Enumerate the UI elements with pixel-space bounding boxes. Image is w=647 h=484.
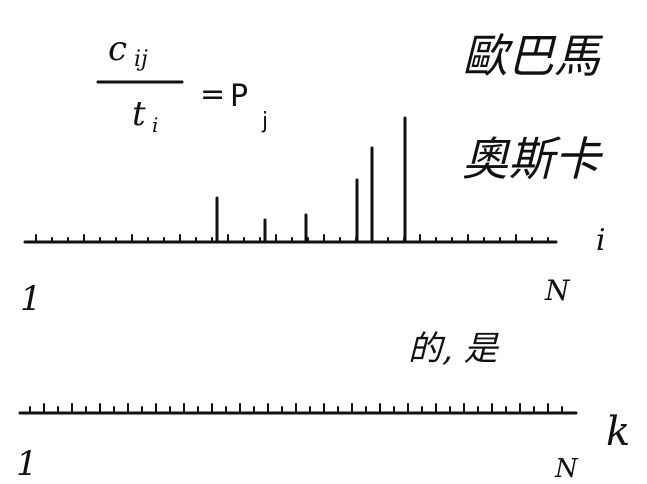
top-axis-label: i xyxy=(596,223,606,258)
bottom-axis-start: 1 xyxy=(16,444,38,484)
numerator: c xyxy=(108,29,127,69)
top-axis-end: N xyxy=(544,274,571,307)
denominator-sub: i xyxy=(152,113,158,137)
name-1: 歐巴馬 xyxy=(462,29,604,83)
rhs-sub: j xyxy=(261,109,268,134)
bottom-axis-label: k xyxy=(606,409,630,455)
equals: = xyxy=(200,77,225,112)
numerator-sub: ij xyxy=(134,47,148,72)
rhs: P xyxy=(230,79,248,114)
bottom-axis xyxy=(20,404,576,413)
sketch: c ij t i = P j 歐巴馬 奧斯卡 i 1 N 的, 是 k 1 N xyxy=(0,0,647,484)
top-axis-start: 1 xyxy=(20,279,42,319)
bottom-axis-end: N xyxy=(554,454,579,484)
denominator: t xyxy=(132,94,146,134)
formula: c ij t i = P j xyxy=(98,29,268,137)
words: 的, 是 xyxy=(408,329,500,369)
name-2: 奧斯卡 xyxy=(462,132,604,186)
